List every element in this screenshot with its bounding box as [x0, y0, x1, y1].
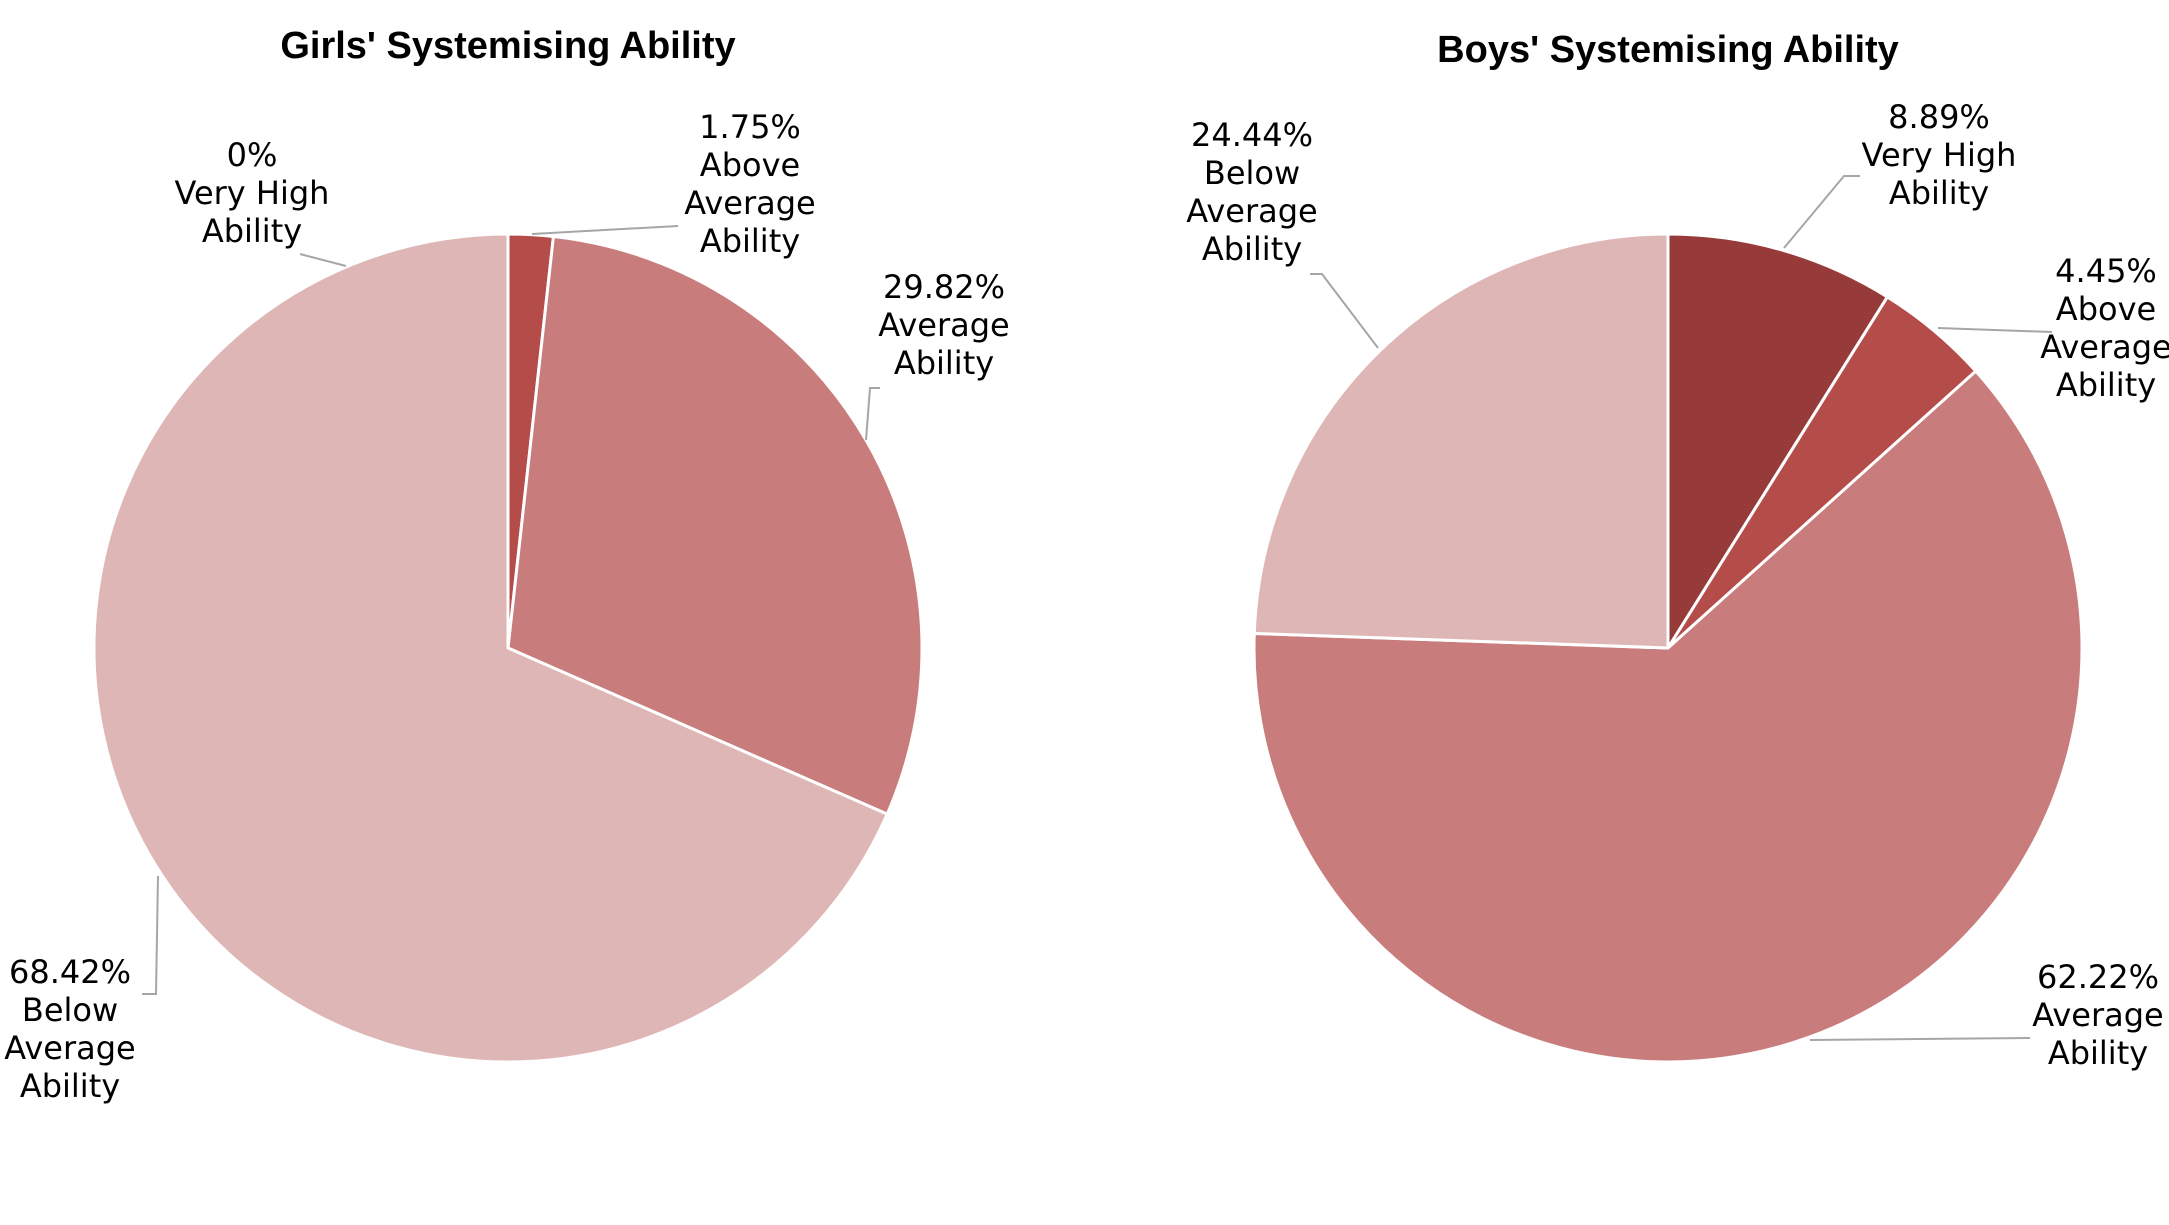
- boys-slice-very-high-ability: [1666, 232, 1889, 650]
- boys-data-label-below-average-ability: 24.44% Below Average Ability: [1186, 116, 1317, 268]
- girls-data-label-very-high-ability: 0% Very High Ability: [175, 136, 330, 250]
- girls-leader-line-average-ability: [865, 387, 880, 441]
- boys-slices: [1252, 232, 2084, 1064]
- boys-leader-line-below-average-ability: [1310, 273, 1379, 349]
- boys-slice-below-average-ability: [1252, 232, 1670, 650]
- boys-slice-average-ability: [1252, 369, 2084, 1064]
- girls-leader-line-very-high-ability: [299, 253, 347, 267]
- girls-slice-average-ability: [506, 235, 924, 816]
- boys-leader-line-average-ability: [1809, 1037, 2031, 1041]
- boys-data-label-average-ability: 62.22% Average Ability: [2032, 958, 2163, 1072]
- girls-pie-chart: Girls' Systemising Ability 0% Very High Ab…: [4, 25, 1009, 1105]
- girls-data-label-average-ability: 29.82% Average Ability: [878, 268, 1009, 382]
- girls-chart-title: Girls' Systemising Ability: [280, 25, 735, 67]
- girls-slices: [92, 232, 924, 1064]
- girls-slice-below-average-ability: [92, 232, 889, 1064]
- boys-chart-title: Boys' Systemising Ability: [1437, 29, 1899, 71]
- girls-leader-line-below-average-ability: [142, 875, 159, 995]
- boys-leader-line-above-average-ability: [1937, 327, 2053, 333]
- boys-leader-line-very-high-ability: [1783, 175, 1860, 249]
- girls-data-label-below-average-ability: 68.42% Below Average Ability: [4, 953, 135, 1105]
- girls-leader-line-above-average-ability: [531, 225, 679, 235]
- boys-pie-chart: Boys' Systemising Ability 8.89% Very High…: [1186, 29, 2169, 1072]
- boys-data-label-very-high-ability: 8.89% Very High Ability: [1862, 98, 2017, 212]
- boys-data-label-above-average-ability: 4.45% Above Average Ability: [2040, 252, 2169, 404]
- girls-data-label-above-average-ability: 1.75% Above Average Ability: [684, 108, 815, 260]
